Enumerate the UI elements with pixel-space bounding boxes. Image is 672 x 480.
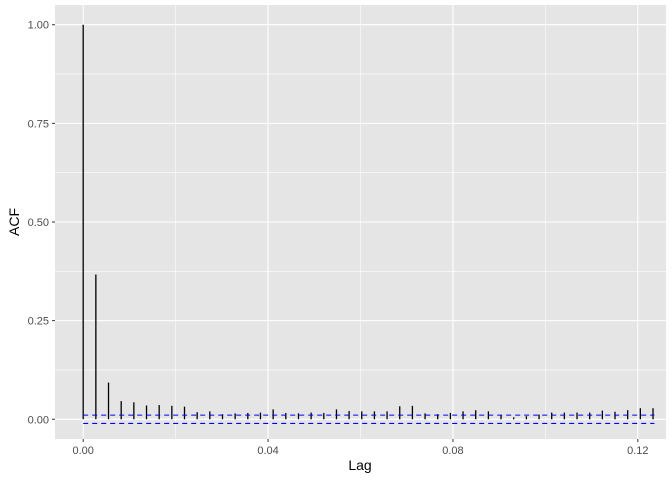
- acf-bars: [82, 24, 654, 420]
- x-tick-label: 0.12: [627, 445, 648, 457]
- x-axis-title: Lag: [348, 457, 371, 473]
- x-tick-label: 0.04: [257, 445, 278, 457]
- y-tick-label: 0.00: [28, 414, 49, 426]
- y-axis: 0.00 0.25 0.50 0.75 1.00: [28, 20, 55, 426]
- x-tick-label: 0.00: [72, 445, 93, 457]
- y-tick-label: 0.75: [28, 118, 49, 130]
- y-tick-label: 0.50: [28, 217, 49, 229]
- y-tick-label: 0.25: [28, 316, 49, 328]
- y-tick-label: 1.00: [28, 20, 49, 32]
- x-tick-label: 0.08: [442, 445, 463, 457]
- x-axis: 0.00 0.04 0.08 0.12: [72, 439, 649, 457]
- y-axis-title: ACF: [6, 208, 22, 236]
